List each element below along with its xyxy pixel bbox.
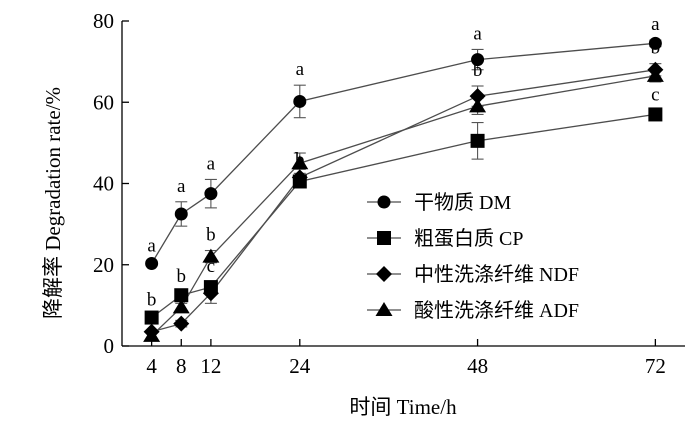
y-tick-label: 0 — [104, 334, 115, 358]
significance-label: a — [177, 176, 186, 197]
y-tick-label: 80 — [93, 9, 114, 33]
significance-label: a — [296, 59, 305, 80]
legend-marker-circle — [377, 195, 391, 209]
significance-label: b — [147, 290, 157, 311]
data-point-circle — [204, 187, 218, 201]
legend-label: 酸性洗涤纤维 ADF — [414, 299, 579, 322]
y-axis-title: 降解率 Degradation rate/% — [41, 87, 65, 319]
legend-label: 中性洗涤纤维 NDF — [414, 263, 579, 286]
significance-label: a — [473, 23, 482, 44]
legend-marker-square — [377, 231, 391, 245]
data-point-circle — [471, 53, 485, 67]
data-point-circle — [174, 207, 188, 221]
series-line-circle — [151, 42, 656, 264]
significance-label: b — [295, 149, 305, 170]
x-axis-title: 时间 Time/h — [349, 395, 457, 419]
significance-label: b — [206, 225, 216, 246]
significance-label: c — [147, 304, 155, 325]
data-point-diamond — [291, 169, 308, 186]
data-point-triangle — [202, 248, 220, 263]
series-line-diamond — [151, 69, 656, 333]
data-point-square — [174, 288, 189, 303]
significance-label: a — [147, 236, 156, 257]
data-point-circle — [145, 257, 159, 271]
data-point-triangle — [291, 155, 309, 170]
significance-label: c — [207, 256, 215, 277]
data-point-circle — [293, 94, 307, 108]
data-point-diamond — [202, 285, 219, 302]
series-line-square — [151, 113, 656, 319]
data-point-triangle — [469, 98, 487, 113]
x-tick-label: 8 — [176, 354, 187, 378]
data-point-square — [144, 310, 159, 325]
x-tick-label: 24 — [289, 354, 311, 378]
data-point-diamond — [469, 88, 486, 105]
data-point-square — [648, 107, 663, 122]
axes: 0 20 40 60 80 4 8 12 24 48 72 — [93, 9, 685, 378]
data-point-triangle — [646, 67, 664, 82]
data-point-circle — [648, 36, 662, 50]
legend-marker-triangle — [375, 302, 393, 316]
significance-label: a — [207, 153, 216, 174]
significance-label: a — [651, 14, 660, 35]
series-lines — [151, 42, 656, 337]
significance-label: b — [651, 38, 661, 59]
x-tick-label: 72 — [645, 354, 666, 378]
legend-marker-diamond — [376, 266, 392, 282]
significance-label: e — [473, 97, 481, 118]
significance-label: b — [177, 266, 187, 287]
data-point-square — [470, 133, 485, 148]
significance-label: b — [473, 60, 483, 81]
data-point-triangle — [143, 327, 161, 342]
x-tick-label: 48 — [467, 354, 488, 378]
series-line-triangle — [151, 75, 656, 337]
y-tick-label: 40 — [93, 172, 114, 196]
legend-label: 干物质 DM — [414, 191, 511, 214]
data-point-triangle — [172, 299, 190, 314]
y-tick-label: 60 — [93, 90, 114, 114]
x-tick-label: 12 — [200, 354, 221, 378]
y-tick-label: 20 — [93, 253, 114, 277]
significance-label: c — [651, 84, 659, 105]
series-markers — [143, 36, 664, 342]
legend: 干物质 DM 粗蛋白质 CP 中性洗涤纤维 NDF 酸性洗涤纤维 ADF — [367, 191, 579, 322]
legend-label: 粗蛋白质 CP — [414, 227, 523, 250]
data-point-diamond — [173, 315, 190, 332]
x-tick-label: 4 — [146, 354, 157, 378]
